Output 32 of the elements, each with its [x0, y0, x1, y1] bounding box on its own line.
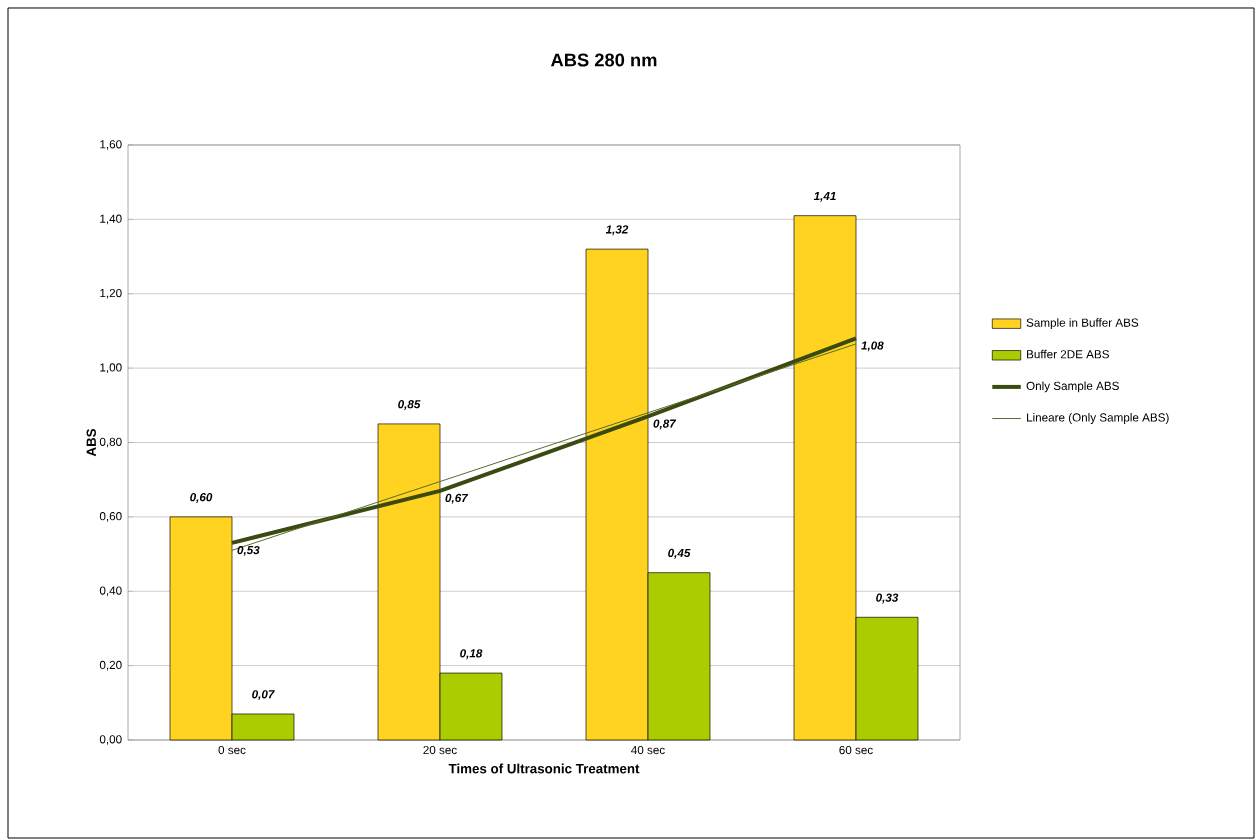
- data-label: 0,07: [252, 690, 275, 701]
- y-tick-label: 1,40: [100, 214, 122, 225]
- data-label: 1,08: [861, 341, 884, 352]
- data-label: 0,53: [237, 545, 260, 556]
- data-label: 0,67: [445, 493, 469, 504]
- legend-label: Lineare (Only Sample ABS): [1027, 413, 1169, 424]
- y-tick-label: 1,20: [100, 288, 122, 299]
- x-tick-label: 20 sec: [423, 745, 457, 755]
- data-label: 0,45: [668, 548, 691, 559]
- legend-label: Sample in Buffer ABS: [1026, 318, 1139, 330]
- x-tick-label: 40 sec: [631, 745, 665, 755]
- data-label: 0,33: [876, 593, 899, 604]
- y-tick-label: 0,20: [99, 660, 122, 671]
- y-axis-title: ABS: [86, 428, 96, 457]
- y-tick-label: 1,00: [100, 363, 122, 373]
- y-tick-label: 0,60: [99, 512, 122, 522]
- data-label: 0,85: [398, 400, 421, 411]
- data-label: 0,60: [190, 493, 213, 503]
- x-tick-label: 60 sec: [839, 745, 873, 755]
- x-axis-title: Times of Ultrasonic Treatment: [448, 763, 640, 774]
- data-label: 1,32: [605, 225, 629, 236]
- y-tick-label: 1,60: [100, 140, 122, 150]
- chart-title: ABS 280 nm: [550, 53, 657, 67]
- legend-label: Buffer 2DE ABS: [1027, 349, 1109, 359]
- y-tick-label: 0,40: [99, 586, 122, 597]
- y-tick-label: 0,00: [99, 735, 122, 745]
- legend-label: Only Sample ABS: [1026, 381, 1119, 393]
- y-tick-label: 0,80: [99, 437, 122, 448]
- data-label: 0,18: [460, 649, 483, 660]
- data-label: 0,87: [653, 419, 677, 430]
- data-label: 1,41: [813, 191, 836, 202]
- x-tick-label: 0 sec: [218, 745, 246, 755]
